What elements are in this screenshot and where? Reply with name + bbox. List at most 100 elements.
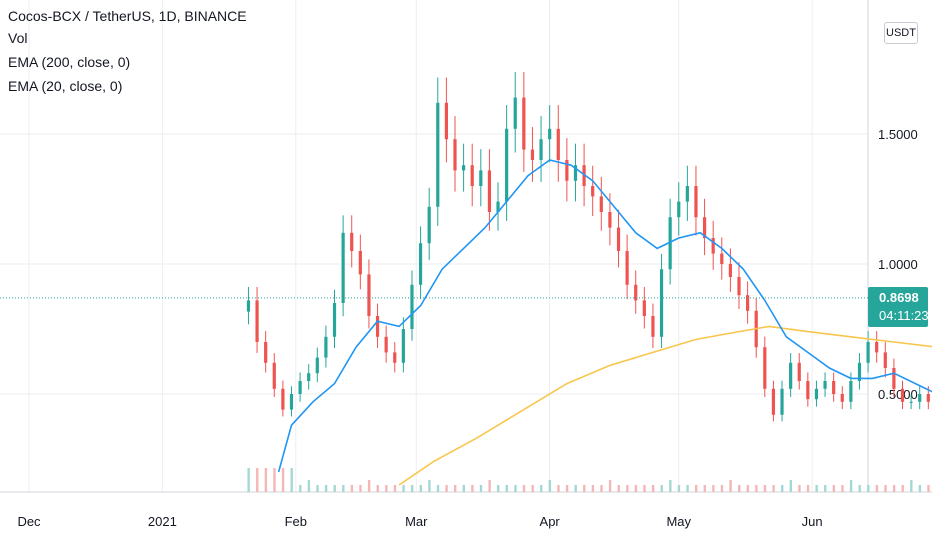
bar-countdown: 04:11:23 [879,307,929,323]
volume-bar [806,485,810,492]
volume-bar [299,485,302,492]
volume-bar [385,485,388,492]
volume-bar [247,468,250,492]
candle [711,238,715,254]
candle [875,342,879,353]
last-price-tag: 0.8698 04:11:23 [868,286,929,327]
candle [539,139,543,160]
volume-bar [522,485,526,492]
volume-bar [428,480,431,492]
volume-bar [841,485,844,492]
candle [341,232,345,303]
volume-bar [324,485,328,492]
candle [332,303,337,337]
volume-bar [737,485,741,492]
volume-bar [781,485,784,492]
candle [806,381,810,400]
candle [479,170,483,186]
volume-bar [789,480,793,492]
volume-bar [824,485,827,492]
candle [272,362,276,389]
volume-bar [694,485,698,492]
volume-bar [849,480,853,492]
candle [556,128,560,160]
volume-bar [410,485,414,492]
indicator-ema-200[interactable]: EMA (200, close, 0) [8,54,131,70]
y-tick-label: 1.5000 [878,127,918,142]
volume-bar [281,468,285,492]
candle [720,253,724,264]
candle [487,170,492,212]
volume-bar [393,485,397,492]
candle [900,388,905,402]
candle [246,300,251,312]
volume-bar [918,485,922,492]
candle [840,394,844,402]
y-tick-label: 0.5000 [878,387,918,402]
candle [315,357,319,374]
candle [401,329,405,363]
last-price-value: 0.8698 [879,289,919,305]
volume-bar [479,485,483,492]
volume-bar [720,485,724,492]
volume-bar [264,468,268,492]
candle [728,264,732,277]
x-tick-label: Feb [285,514,307,529]
candle [780,388,784,415]
volume-bar [798,485,801,492]
candle [763,347,767,389]
volume-bar [867,485,870,492]
candle [367,274,371,316]
candle [350,232,354,251]
volume-bar [712,485,715,492]
volume-bar [875,485,879,492]
volume-bar [514,485,517,492]
candle [530,149,535,160]
candle [789,362,793,389]
candle [505,128,509,202]
candle [814,388,819,400]
volume-bar [626,485,629,492]
candle [909,401,913,403]
volume-bar [686,485,689,492]
candle [418,243,423,285]
candle [453,139,457,171]
candle [659,269,664,337]
candle [677,201,681,218]
ema-20-line [277,159,932,473]
candle [823,381,827,389]
candle [797,362,801,381]
candle [582,165,586,186]
indicator-ema-20[interactable]: EMA (20, close, 0) [8,78,123,94]
candle [307,373,311,381]
candle [849,381,853,402]
volume-bar [927,485,930,492]
volume-bar [746,485,750,492]
candle [324,336,328,358]
x-tick-label: Mar [405,514,428,529]
volume-bar [531,485,534,492]
volume-bar [858,485,861,492]
candle [866,342,870,363]
volume-bar [574,485,577,492]
volume-bar [273,468,276,492]
candle [926,394,930,402]
candle [608,212,612,228]
x-tick-label: Jun [802,514,823,529]
volume-bar [359,485,362,492]
volume-bar [703,485,706,492]
candle [513,97,517,129]
indicator-vol[interactable]: Vol [8,30,28,46]
currency-button[interactable]: USDT [884,22,918,44]
candle [375,316,380,337]
candle [427,206,431,244]
candle [573,165,578,181]
volume-bar [600,485,603,492]
candle [565,160,569,181]
candle [289,394,294,410]
candle [883,352,887,368]
candle [616,227,621,251]
volume-bar [436,485,440,492]
candle [444,102,448,140]
